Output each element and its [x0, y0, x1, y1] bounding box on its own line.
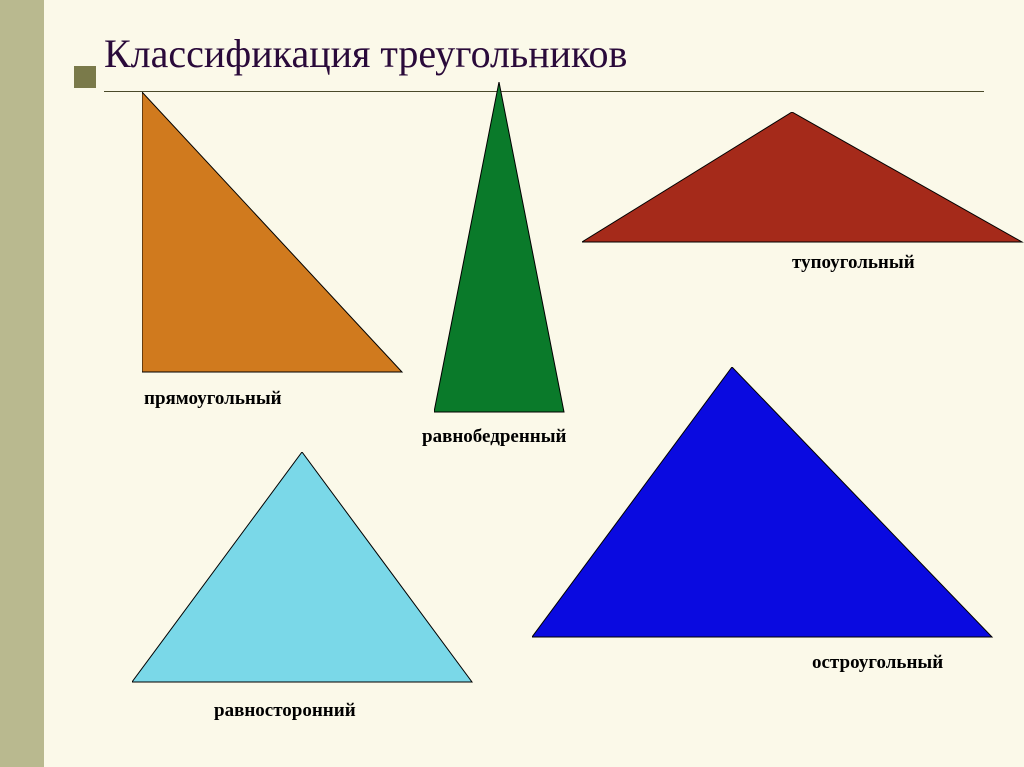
triangle-right: [142, 92, 404, 379]
triangle-acute-label: остроугольный: [812, 652, 943, 674]
triangle-acute: [532, 367, 994, 644]
diagram-canvas: прямоугольный равнобедренный тупоугольны…: [104, 92, 984, 732]
triangle-equilateral-shape: [132, 452, 474, 684]
triangle-obtuse-shape: [582, 112, 1024, 244]
triangle-obtuse: [582, 112, 1024, 249]
triangle-right-label: прямоугольный: [144, 388, 282, 410]
title-accent-block: [74, 66, 96, 88]
slide-title: Классификация треугольников: [104, 30, 984, 77]
triangle-isosceles-shape: [434, 82, 566, 414]
slide-sidebar: [0, 0, 44, 767]
triangle-equilateral-label: равносторонний: [214, 700, 356, 722]
triangle-obtuse-label: тупоугольный: [792, 252, 915, 274]
triangle-acute-shape: [532, 367, 994, 639]
triangle-right-shape: [142, 92, 404, 374]
slide-main: Классификация треугольников прямоугольны…: [44, 0, 1024, 767]
triangle-equilateral: [132, 452, 474, 689]
